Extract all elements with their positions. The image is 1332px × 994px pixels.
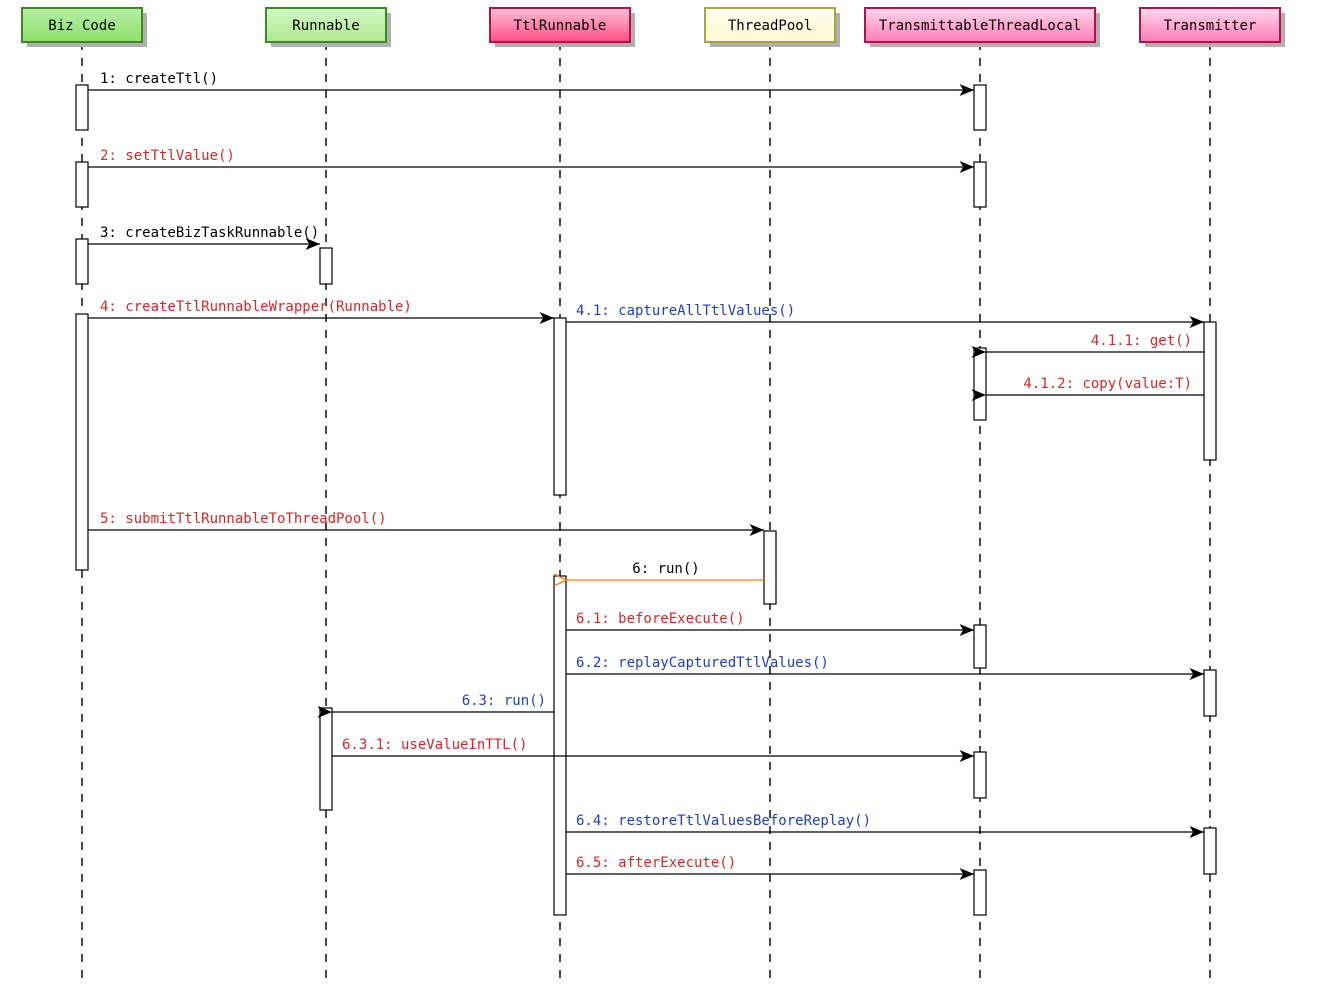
message-label: 6.3.1: useValueInTTL() (342, 737, 527, 753)
activation-ttl (974, 348, 986, 420)
participant-label-biz: Biz Code (48, 18, 115, 34)
message-label: 6.1: beforeExecute() (576, 611, 745, 627)
activation-biz (76, 85, 88, 130)
message-label: 6.3: run() (462, 693, 546, 709)
message-label: 4.1: captureAllTtlValues() (576, 303, 795, 319)
message-label: 2: setTtlValue() (100, 148, 235, 164)
participant-label-threadpool: ThreadPool (728, 18, 812, 34)
activation-ttl (974, 870, 986, 915)
activation-biz (76, 314, 88, 570)
activation-runnable (320, 708, 332, 810)
message-label: 6.4: restoreTtlValuesBeforeReplay() (576, 813, 871, 829)
activation-ttlrun (554, 318, 566, 495)
activation-ttlrun (554, 576, 566, 915)
message-label: 6.5: afterExecute() (576, 855, 736, 871)
message-label: 4.1.1: get() (1091, 333, 1192, 349)
activation-runnable (320, 248, 332, 284)
message-label: 4: createTtlRunnableWrapper(Runnable) (100, 299, 412, 315)
participant-label-ttl: TransmittableThreadLocal (879, 18, 1081, 34)
message-label: 5: submitTtlRunnableToThreadPool() (100, 511, 387, 527)
activation-ttl (974, 85, 986, 130)
message-label: 6: run() (632, 561, 699, 577)
activation-biz (76, 239, 88, 284)
participant-label-ttlrun: TtlRunnable (514, 18, 607, 34)
message-label: 4.1.2: copy(value:T) (1023, 376, 1192, 392)
activation-ttl (974, 752, 986, 798)
message-label: 3: createBizTaskRunnable() (100, 225, 319, 241)
activation-transmitter (1204, 828, 1216, 874)
activation-ttl (974, 625, 986, 668)
participant-label-transmitter: Transmitter (1164, 18, 1257, 34)
activation-transmitter (1204, 322, 1216, 460)
activation-ttl (974, 162, 986, 207)
activation-threadpool (764, 531, 776, 604)
activation-biz (76, 162, 88, 207)
message-label: 6.2: replayCapturedTtlValues() (576, 655, 829, 671)
activation-transmitter (1204, 670, 1216, 716)
participant-label-runnable: Runnable (292, 18, 359, 34)
message-label: 1: createTtl() (100, 71, 218, 87)
sequence-diagram: 1: createTtl() 2: setTtlValue() 3: createB… (0, 0, 1332, 994)
